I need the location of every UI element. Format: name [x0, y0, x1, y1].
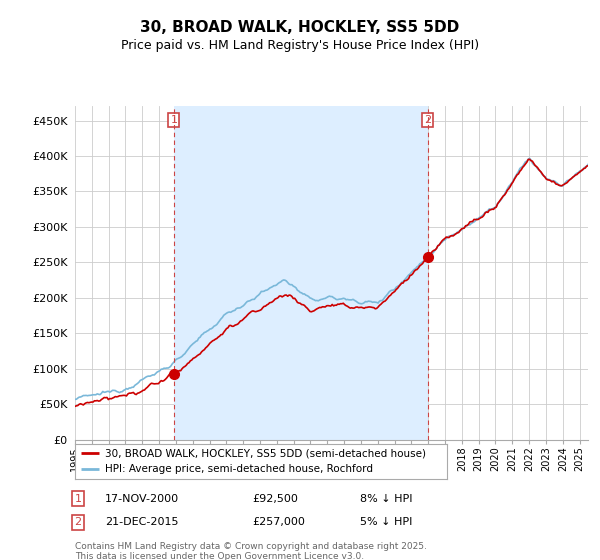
Text: £257,000: £257,000 [252, 517, 305, 528]
Text: 1: 1 [170, 115, 178, 125]
Text: £92,500: £92,500 [252, 494, 298, 504]
Text: Price paid vs. HM Land Registry's House Price Index (HPI): Price paid vs. HM Land Registry's House … [121, 39, 479, 52]
Text: HPI: Average price, semi-detached house, Rochford: HPI: Average price, semi-detached house,… [105, 464, 373, 474]
Text: 1: 1 [74, 494, 82, 504]
Text: 2: 2 [424, 115, 431, 125]
Text: Contains HM Land Registry data © Crown copyright and database right 2025.
This d: Contains HM Land Registry data © Crown c… [75, 542, 427, 560]
Text: 5% ↓ HPI: 5% ↓ HPI [360, 517, 412, 528]
Text: 8% ↓ HPI: 8% ↓ HPI [360, 494, 413, 504]
Text: 2: 2 [74, 517, 82, 528]
Text: 30, BROAD WALK, HOCKLEY, SS5 5DD (semi-detached house): 30, BROAD WALK, HOCKLEY, SS5 5DD (semi-d… [105, 449, 426, 459]
Text: 30, BROAD WALK, HOCKLEY, SS5 5DD: 30, BROAD WALK, HOCKLEY, SS5 5DD [140, 20, 460, 35]
Text: 17-NOV-2000: 17-NOV-2000 [105, 494, 179, 504]
Text: 21-DEC-2015: 21-DEC-2015 [105, 517, 179, 528]
Bar [174, 106, 428, 440]
